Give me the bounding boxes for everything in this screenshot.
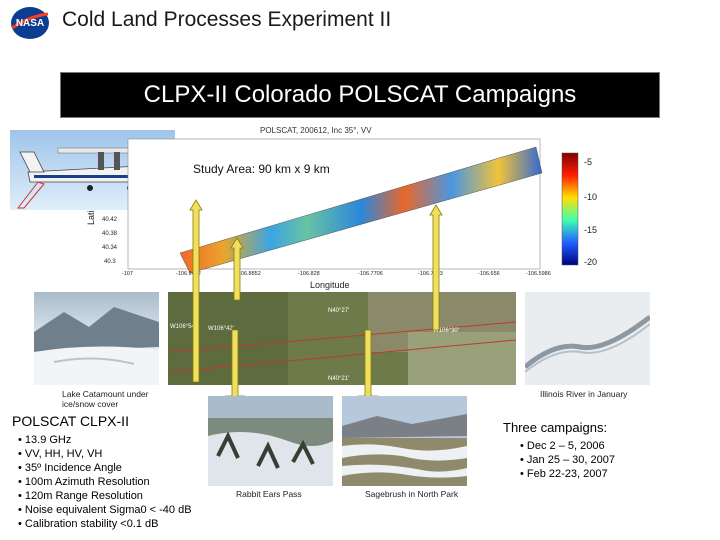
- illinois-river-caption: Illinois River in January: [540, 389, 628, 399]
- lon-tick: -106.8852: [236, 271, 261, 277]
- satellite-label: W106°54': [170, 324, 196, 330]
- spec-item: • Noise equivalent Sigma0 < -40 dB: [18, 504, 192, 516]
- x-axis-label: Longitude: [310, 280, 350, 290]
- nasa-logo: NASA: [11, 7, 49, 39]
- spec-item: • 13.9 GHz: [18, 434, 72, 446]
- spec-item: • Calibration stability <0.1 dB: [18, 518, 159, 530]
- illinois-river-photo: [525, 292, 650, 385]
- spec-item: • 100m Azimuth Resolution: [18, 476, 150, 488]
- campaigns-heading: Three campaigns:: [503, 420, 608, 435]
- sagebrush-photo: [342, 396, 467, 486]
- lake-catamount-photo: [34, 292, 159, 385]
- lon-tick: -106.7706: [358, 271, 383, 277]
- sagebrush-caption: Sagebrush in North Park: [365, 489, 459, 499]
- spec-item: • 120m Range Resolution: [18, 490, 143, 502]
- lon-tick: -106.828: [298, 271, 320, 277]
- lat-tick: 40.42: [102, 217, 118, 223]
- lon-tick: -107: [122, 271, 133, 277]
- satellite-label: W106°30': [433, 328, 459, 334]
- polscat-heading: POLSCAT CLPX-II: [12, 413, 129, 429]
- lat-tick: 40.38: [102, 231, 118, 237]
- y-axis-label: Lati: [86, 210, 96, 225]
- lon-tick: -106.656: [478, 271, 500, 277]
- campaign-item: • Jan 25 – 30, 2007: [520, 454, 615, 466]
- lat-tick: 40.34: [102, 245, 118, 251]
- plot-title: POLSCAT, 200612, Inc 35°, VV: [260, 126, 372, 135]
- banner-title: CLPX-II Colorado POLSCAT Campaigns: [143, 81, 577, 108]
- rabbit-ears-pass-photo: [208, 396, 333, 486]
- colorbar-tick: -20: [584, 257, 597, 267]
- lat-tick: 40.3: [104, 259, 116, 265]
- lon-tick: -106.5986: [526, 271, 551, 277]
- colorbar-tick: -10: [584, 192, 597, 202]
- spec-item: • 35º Incidence Angle: [18, 462, 122, 474]
- study-area-label: Study Area: 90 km x 9 km: [193, 162, 330, 176]
- satellite-label: W106°42': [208, 326, 234, 332]
- campaign-item: • Dec 2 – 5, 2006: [520, 440, 605, 452]
- lon-tick: -106.7133: [418, 271, 443, 277]
- lon-tick: -106.9422: [176, 271, 201, 277]
- satellite-label: N40°27': [328, 308, 349, 314]
- satellite-map: W106°54' W106°42' N40°27' W106°30' N40°2…: [168, 292, 516, 385]
- lake-catamount-caption: Lake Catamount under ice/snow cover: [62, 389, 149, 409]
- title-banner: CLPX-II Colorado POLSCAT Campaigns: [60, 72, 660, 118]
- colorbar-tick: -5: [584, 157, 592, 167]
- satellite-label: N40°21': [328, 376, 349, 382]
- campaign-item: • Feb 22-23, 2007: [520, 468, 608, 480]
- colorbar-tick: -15: [584, 225, 597, 235]
- spec-item: • VV, HH, HV, VH: [18, 448, 103, 460]
- page-title: Cold Land Processes Experiment II: [62, 8, 392, 31]
- rabbit-ears-caption: Rabbit Ears Pass: [236, 489, 302, 499]
- nasa-logo-text: NASA: [16, 18, 44, 29]
